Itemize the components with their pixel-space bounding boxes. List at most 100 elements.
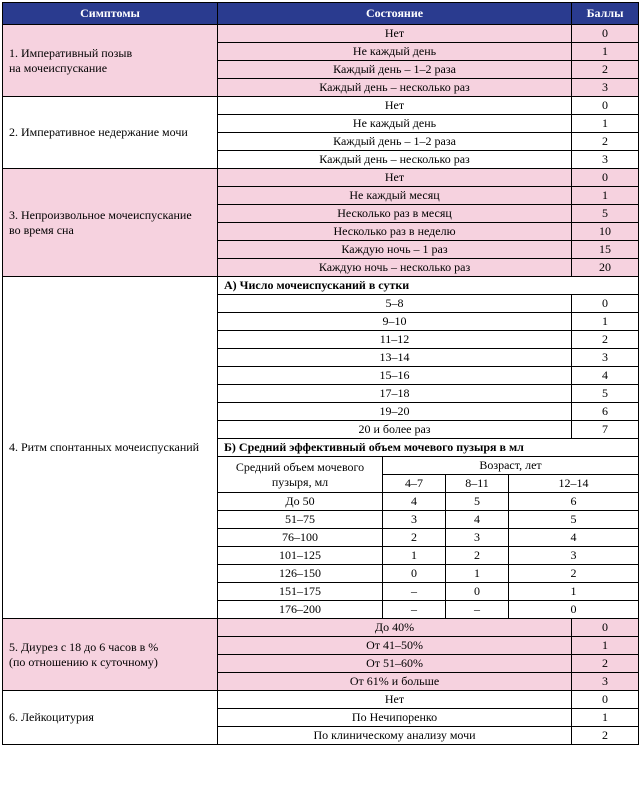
symptom-label: 4. Ритм спонтанных мочеиспусканий: [3, 277, 218, 619]
table-row: 1. Императивный позывна мочеиспускание Н…: [3, 25, 639, 43]
condition-cell: До 40%: [218, 619, 572, 637]
points-cell: 1: [572, 313, 639, 331]
table-row: 6. Лейкоцитурия Нет0: [3, 691, 639, 709]
points-cell: 1: [572, 43, 639, 61]
symptom-score-table: Симптомы Состояние Баллы 1. Императивный…: [2, 2, 639, 745]
points-cell: 2: [509, 565, 639, 583]
condition-cell: По клиническому анализу мочи: [218, 727, 572, 745]
condition-cell: Не каждый день: [218, 115, 572, 133]
points-cell: 6: [572, 403, 639, 421]
symptom-label: 2. Императивное недержание мочи: [3, 97, 218, 169]
age-col: 8–11: [446, 475, 509, 493]
points-cell: 2: [446, 547, 509, 565]
header-condition: Состояние: [218, 3, 572, 25]
points-cell: 0: [383, 565, 446, 583]
points-cell: 3: [383, 511, 446, 529]
points-cell: 0: [572, 25, 639, 43]
points-cell: 5: [446, 493, 509, 511]
condition-cell: Каждую ночь – 1 раз: [218, 241, 572, 259]
points-cell: 1: [572, 709, 639, 727]
points-cell: 3: [446, 529, 509, 547]
condition-cell: От 41–50%: [218, 637, 572, 655]
condition-cell: Каждый день – 1–2 раза: [218, 61, 572, 79]
points-cell: 3: [572, 673, 639, 691]
sub-header-b: Б) Средний эффективный объем мочевого пу…: [218, 439, 639, 457]
condition-cell: 13–14: [218, 349, 572, 367]
points-cell: 0: [509, 601, 639, 619]
points-cell: 2: [572, 331, 639, 349]
condition-cell: Не каждый день: [218, 43, 572, 61]
points-cell: 2: [572, 61, 639, 79]
points-cell: 0: [572, 97, 639, 115]
table-row: 5. Диурез с 18 до 6 часов в %(по отношен…: [3, 619, 639, 637]
points-cell: 3: [572, 151, 639, 169]
points-cell: 3: [572, 79, 639, 97]
sub-header-a: А) Число мочеиспусканий в сутки: [218, 277, 639, 295]
points-cell: 5: [572, 205, 639, 223]
points-cell: 20: [572, 259, 639, 277]
age-header: Возраст, лет: [383, 457, 639, 475]
condition-cell: Каждый день – несколько раз: [218, 151, 572, 169]
condition-cell: Каждый день – несколько раз: [218, 79, 572, 97]
points-cell: 1: [572, 115, 639, 133]
condition-cell: 15–16: [218, 367, 572, 385]
points-cell: 0: [572, 169, 639, 187]
points-cell: 0: [572, 691, 639, 709]
points-cell: 0: [572, 619, 639, 637]
condition-cell: Каждую ночь – несколько раз: [218, 259, 572, 277]
volume-cell: До 50: [218, 493, 383, 511]
points-cell: 5: [509, 511, 639, 529]
age-col: 12–14: [509, 475, 639, 493]
condition-cell: 19–20: [218, 403, 572, 421]
condition-cell: Несколько раз в месяц: [218, 205, 572, 223]
points-cell: –: [383, 601, 446, 619]
condition-cell: От 51–60%: [218, 655, 572, 673]
condition-cell: 17–18: [218, 385, 572, 403]
points-cell: 0: [446, 583, 509, 601]
points-cell: –: [383, 583, 446, 601]
table-header-row: Симптомы Состояние Баллы: [3, 3, 639, 25]
points-cell: 5: [572, 385, 639, 403]
condition-cell: Каждый день – 1–2 раза: [218, 133, 572, 151]
symptom-label: 1. Императивный позывна мочеиспускание: [3, 25, 218, 97]
condition-cell: Несколько раз в неделю: [218, 223, 572, 241]
condition-cell: 11–12: [218, 331, 572, 349]
condition-cell: 5–8: [218, 295, 572, 313]
points-cell: 0: [572, 295, 639, 313]
condition-cell: По Нечипоренко: [218, 709, 572, 727]
table-row: 2. Императивное недержание мочи Нет0: [3, 97, 639, 115]
header-points: Баллы: [572, 3, 639, 25]
condition-cell: Нет: [218, 97, 572, 115]
condition-cell: Не каждый месяц: [218, 187, 572, 205]
points-cell: 1: [383, 547, 446, 565]
points-cell: 4: [383, 493, 446, 511]
points-cell: –: [446, 601, 509, 619]
symptom-label: 6. Лейкоцитурия: [3, 691, 218, 745]
condition-cell: Нет: [218, 691, 572, 709]
points-cell: 6: [509, 493, 639, 511]
points-cell: 3: [509, 547, 639, 565]
condition-cell: 20 и более раз: [218, 421, 572, 439]
condition-cell: От 61% и больше: [218, 673, 572, 691]
points-cell: 3: [572, 349, 639, 367]
points-cell: 1: [509, 583, 639, 601]
volume-cell: 126–150: [218, 565, 383, 583]
points-cell: 2: [572, 727, 639, 745]
condition-cell: Нет: [218, 25, 572, 43]
condition-cell: 9–10: [218, 313, 572, 331]
points-cell: 2: [383, 529, 446, 547]
volume-cell: 176–200: [218, 601, 383, 619]
condition-cell: Нет: [218, 169, 572, 187]
age-col: 4–7: [383, 475, 446, 493]
points-cell: 1: [572, 187, 639, 205]
points-cell: 2: [572, 133, 639, 151]
points-cell: 7: [572, 421, 639, 439]
points-cell: 4: [572, 367, 639, 385]
points-cell: 15: [572, 241, 639, 259]
points-cell: 10: [572, 223, 639, 241]
points-cell: 4: [446, 511, 509, 529]
points-cell: 4: [509, 529, 639, 547]
volume-cell: 76–100: [218, 529, 383, 547]
symptom-label: 5. Диурез с 18 до 6 часов в %(по отношен…: [3, 619, 218, 691]
symptom-label: 3. Непроизвольное мочеиспусканиево время…: [3, 169, 218, 277]
